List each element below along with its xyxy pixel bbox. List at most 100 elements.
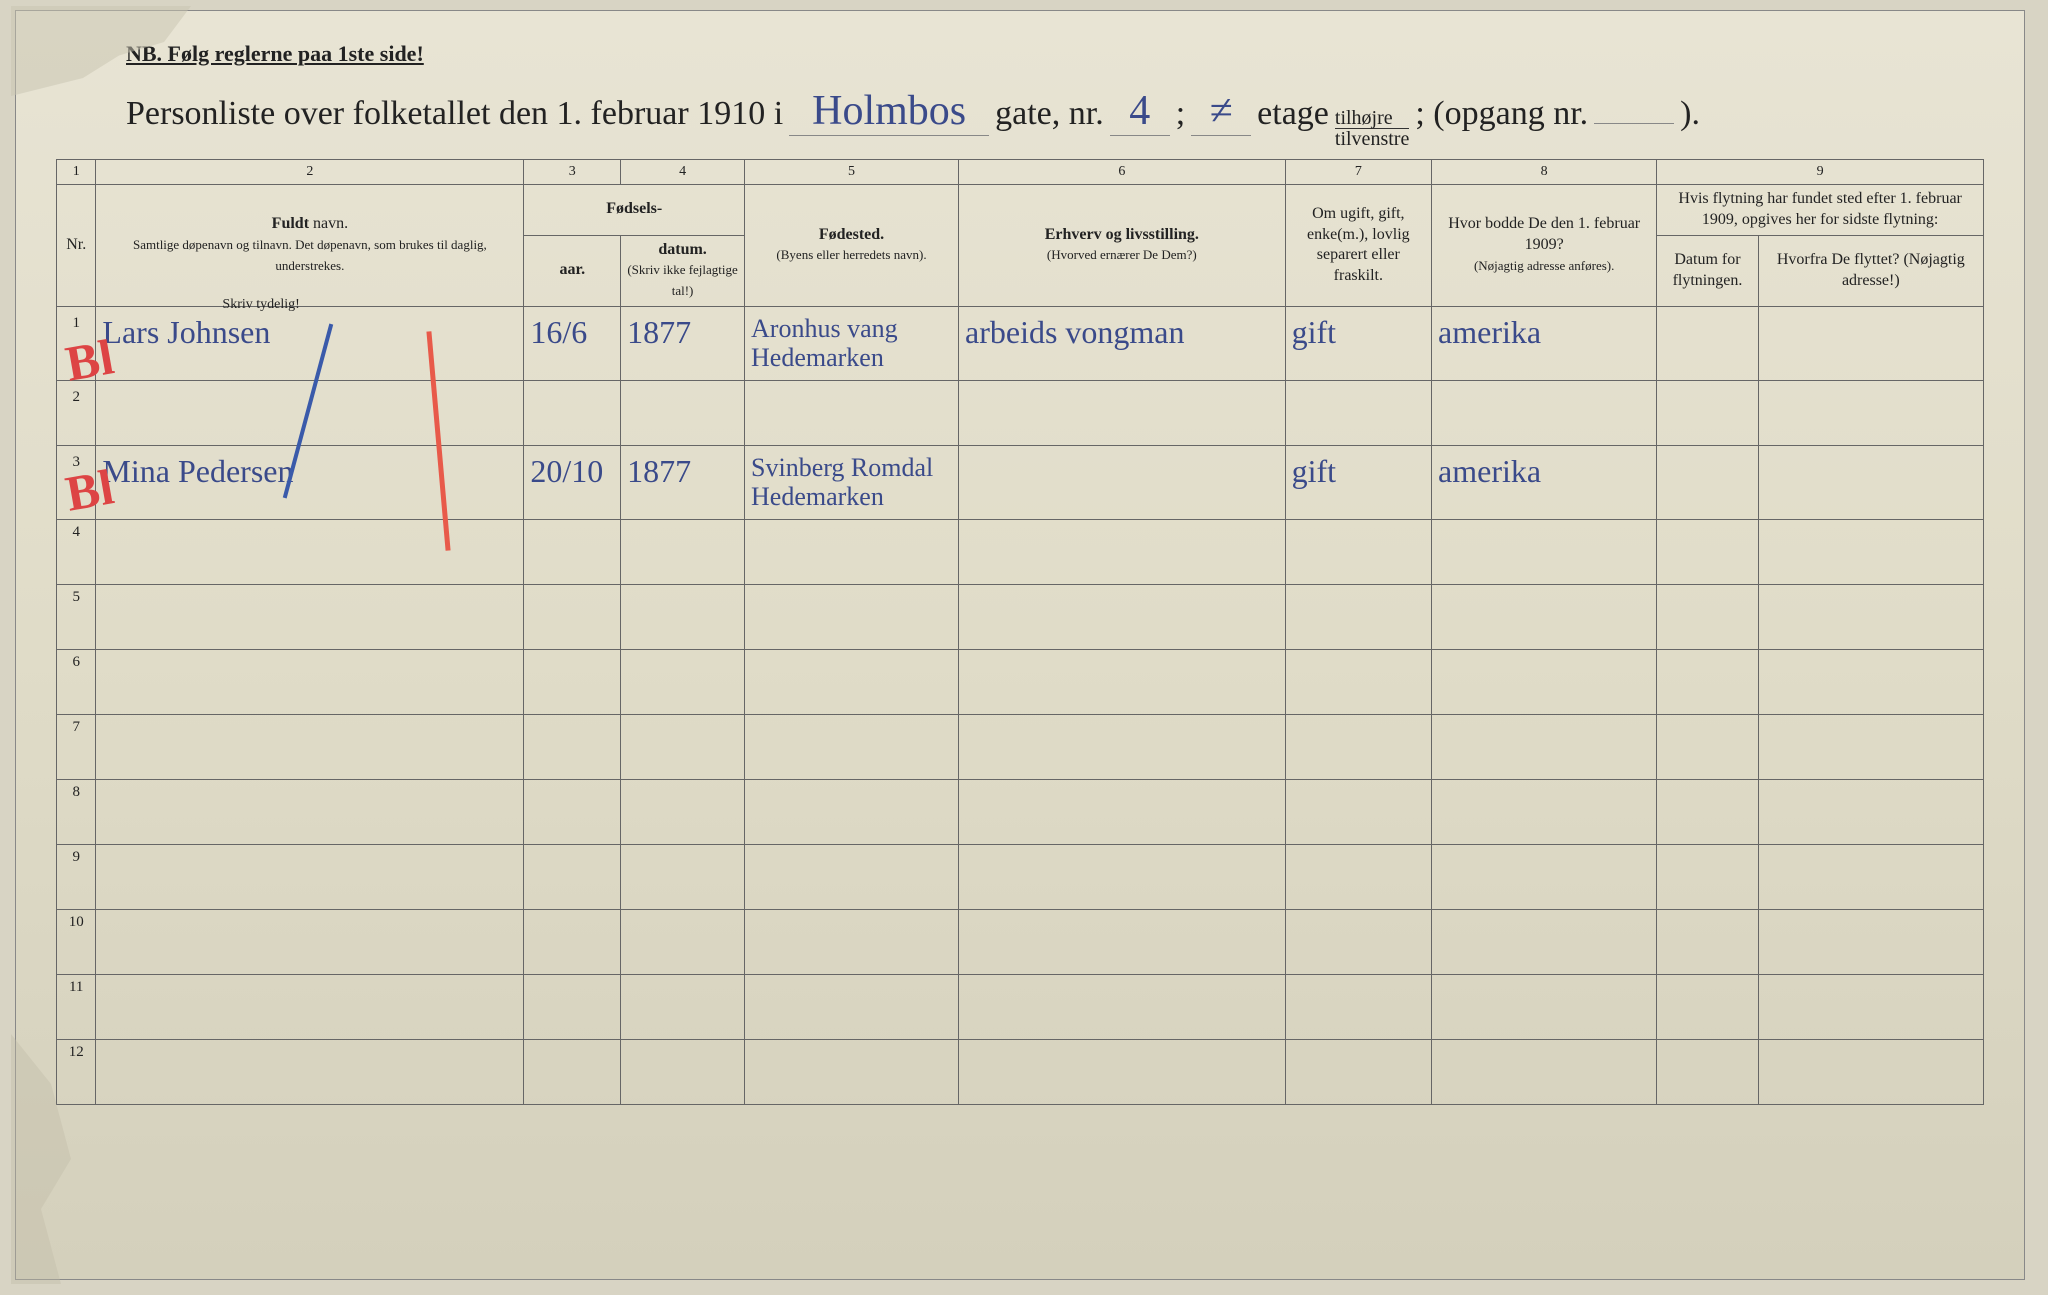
name-sub: Samtlige døpenavn og tilnavn. Det døpena…: [133, 237, 487, 273]
empty-cell: [96, 1040, 524, 1105]
table-row: 2: [57, 381, 1984, 446]
col-move-from: Hvorfra De flyttet? (Nøjagtig adresse!): [1758, 235, 1983, 306]
row-nr: 4: [57, 520, 96, 585]
column-number-row: 1 2 3 4 5 6 7 8 9: [57, 160, 1984, 185]
name-rest: navn.: [309, 215, 348, 232]
row-marital: [1285, 381, 1431, 446]
row-occupation: [959, 446, 1286, 520]
empty-cell: [1758, 715, 1983, 780]
colnum-6: 6: [959, 160, 1286, 185]
row-date: 1877: [621, 306, 745, 380]
occupation-label: Erhverv og livsstilling.: [1045, 226, 1199, 243]
row-residence: amerika: [1432, 446, 1657, 520]
table-row: 5: [57, 585, 1984, 650]
empty-cell: [1285, 780, 1431, 845]
row-year: 20/10: [524, 446, 621, 520]
empty-cell: [1285, 585, 1431, 650]
table-row: 12: [57, 1040, 1984, 1105]
census-table: 1 2 3 4 5 6 7 8 9 Nr. Fuldt navn. Samtli…: [56, 159, 1984, 1105]
row-residence: amerika: [1432, 306, 1657, 380]
row-move-from: [1758, 446, 1983, 520]
semicolon: ;: [1176, 95, 1185, 133]
empty-cell: [1758, 650, 1983, 715]
colnum-3: 3: [524, 160, 621, 185]
empty-cell: [524, 585, 621, 650]
etage-number: ≠: [1191, 87, 1251, 136]
row-year: [524, 381, 621, 446]
empty-cell: [1758, 845, 1983, 910]
row-name: Mina Pedersen: [96, 446, 524, 520]
row-name: [96, 381, 524, 446]
opgang-label: ; (opgang nr.: [1415, 95, 1588, 133]
empty-cell: [96, 975, 524, 1040]
empty-cell: [1432, 910, 1657, 975]
empty-cell: [1432, 650, 1657, 715]
table-row: 1Skriv tydelig!Lars Johnsen16/61877Aronh…: [57, 306, 1984, 380]
empty-cell: [1432, 520, 1657, 585]
colnum-1: 1: [57, 160, 96, 185]
empty-cell: [1657, 780, 1758, 845]
col-birthplace: Fødested. (Byens eller herredets navn).: [745, 185, 959, 307]
row-nr: 9: [57, 845, 96, 910]
name-bold: Fuldt: [272, 215, 309, 232]
row-nr: 3: [57, 446, 96, 520]
empty-cell: [959, 650, 1286, 715]
empty-cell: [745, 845, 959, 910]
empty-cell: [621, 780, 745, 845]
row-marital: gift: [1285, 446, 1431, 520]
empty-cell: [96, 780, 524, 845]
empty-cell: [1657, 585, 1758, 650]
row-occupation: [959, 381, 1286, 446]
empty-cell: [745, 1040, 959, 1105]
empty-cell: [1432, 975, 1657, 1040]
row-residence: [1432, 381, 1657, 446]
row-year: 16/6: [524, 306, 621, 380]
empty-cell: [524, 910, 621, 975]
row-marital: gift: [1285, 306, 1431, 380]
col-birth-header: Fødsels-: [524, 185, 745, 236]
col-nr: Nr.: [57, 185, 96, 307]
table-row: 9: [57, 845, 1984, 910]
colnum-2: 2: [96, 160, 524, 185]
empty-cell: [1657, 845, 1758, 910]
header-row-1: Nr. Fuldt navn. Samtlige døpenavn og til…: [57, 185, 1984, 236]
row-nr: 6: [57, 650, 96, 715]
birth-note: (Skriv ikke fejlagtige tal!): [627, 262, 737, 298]
row-nr: 5: [57, 585, 96, 650]
colnum-5: 5: [745, 160, 959, 185]
empty-cell: [524, 975, 621, 1040]
row-nr: 1: [57, 306, 96, 380]
row-nr: 10: [57, 910, 96, 975]
empty-cell: [621, 845, 745, 910]
empty-cell: [621, 585, 745, 650]
street-name: Holmbos: [789, 87, 989, 136]
empty-cell: [524, 520, 621, 585]
occupation-sub: (Hvorved ernærer De Dem?): [1047, 247, 1197, 262]
row-name: Skriv tydelig!Lars Johnsen: [96, 306, 524, 380]
col-year: aar.: [524, 235, 621, 306]
empty-cell: [959, 975, 1286, 1040]
header-prefix: Personliste over folketallet den 1. febr…: [126, 95, 783, 133]
empty-cell: [959, 845, 1286, 910]
birthplace-label: Fødested.: [819, 226, 884, 243]
colnum-8: 8: [1432, 160, 1657, 185]
empty-cell: [959, 585, 1286, 650]
birth-header: Fødsels-: [606, 200, 662, 217]
table-row: 7: [57, 715, 1984, 780]
row-move-from: [1758, 381, 1983, 446]
empty-cell: [1432, 715, 1657, 780]
form-header: Personliste over folketallet den 1. febr…: [126, 87, 1984, 149]
empty-cell: [1758, 780, 1983, 845]
house-number: 4: [1110, 87, 1170, 136]
row-date: 1877: [621, 446, 745, 520]
tilhojre: tilhøjre: [1335, 108, 1409, 129]
empty-cell: [959, 780, 1286, 845]
empty-cell: [524, 650, 621, 715]
empty-cell: [1758, 975, 1983, 1040]
tilvenstre: tilvenstre: [1335, 129, 1409, 149]
row-nr: 8: [57, 780, 96, 845]
empty-cell: [745, 975, 959, 1040]
col-residence: Hvor bodde De den 1. februar 1909? (Nøja…: [1432, 185, 1657, 307]
row-move-date: [1657, 381, 1758, 446]
empty-cell: [745, 650, 959, 715]
